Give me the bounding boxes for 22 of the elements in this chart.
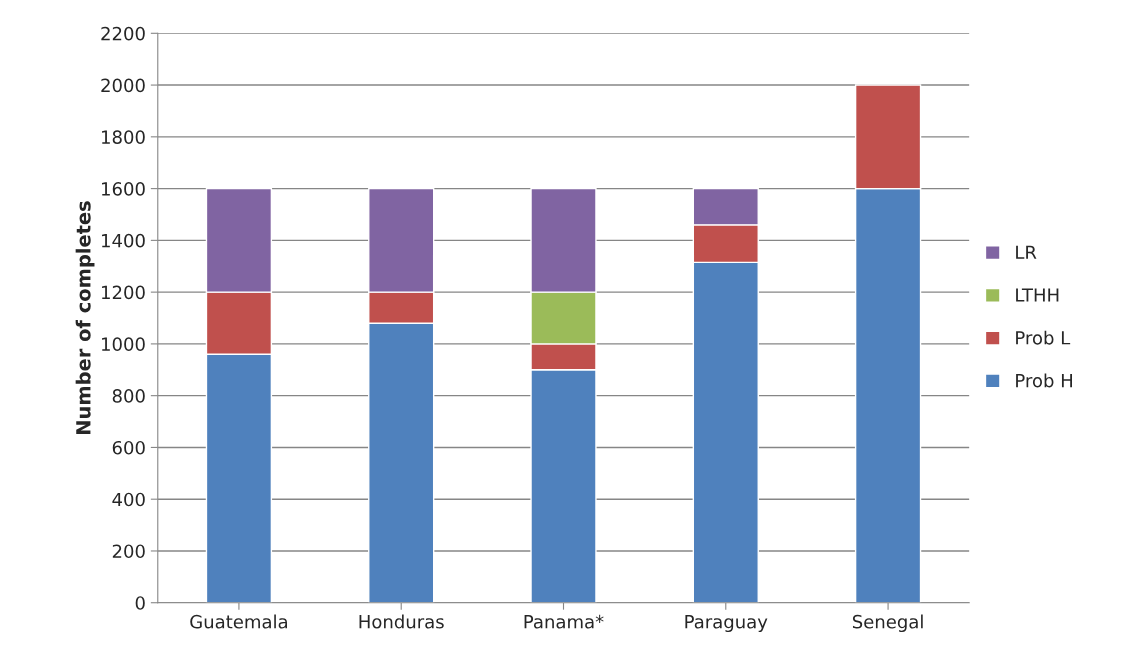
y-tick-label: 1200	[102, 285, 145, 300]
y-tick-label: 1400	[102, 233, 145, 248]
legend-label: LTHH	[1016, 288, 1059, 302]
y-tick-label: 1000	[102, 337, 145, 352]
y-tick-label: 600	[112, 440, 145, 455]
x-tick-label: Panama*	[524, 614, 604, 629]
y-tick-label: 2000	[101, 78, 145, 93]
y-tick-label: 1600	[102, 182, 145, 196]
x-tick-label: Honduras	[359, 614, 444, 629]
x-tick-label: Senegal	[852, 614, 923, 633]
y-tick-label: 2200	[101, 26, 145, 41]
y-tick-label: 0	[135, 596, 145, 610]
y-tick-label: 1800	[102, 130, 145, 144]
y-axis-title: Number of completes	[75, 201, 95, 434]
y-tick-label: 800	[112, 389, 145, 403]
x-tick-label: Guatemala	[190, 614, 287, 629]
y-tick-label: 200	[112, 544, 145, 559]
x-tick-label: Paraguay	[685, 615, 768, 633]
legend-label: LR	[1016, 245, 1037, 259]
y-tick-label: 400	[112, 492, 145, 507]
legend-label: Prob H	[1016, 373, 1072, 388]
legend-label: Prob L	[1016, 330, 1071, 345]
